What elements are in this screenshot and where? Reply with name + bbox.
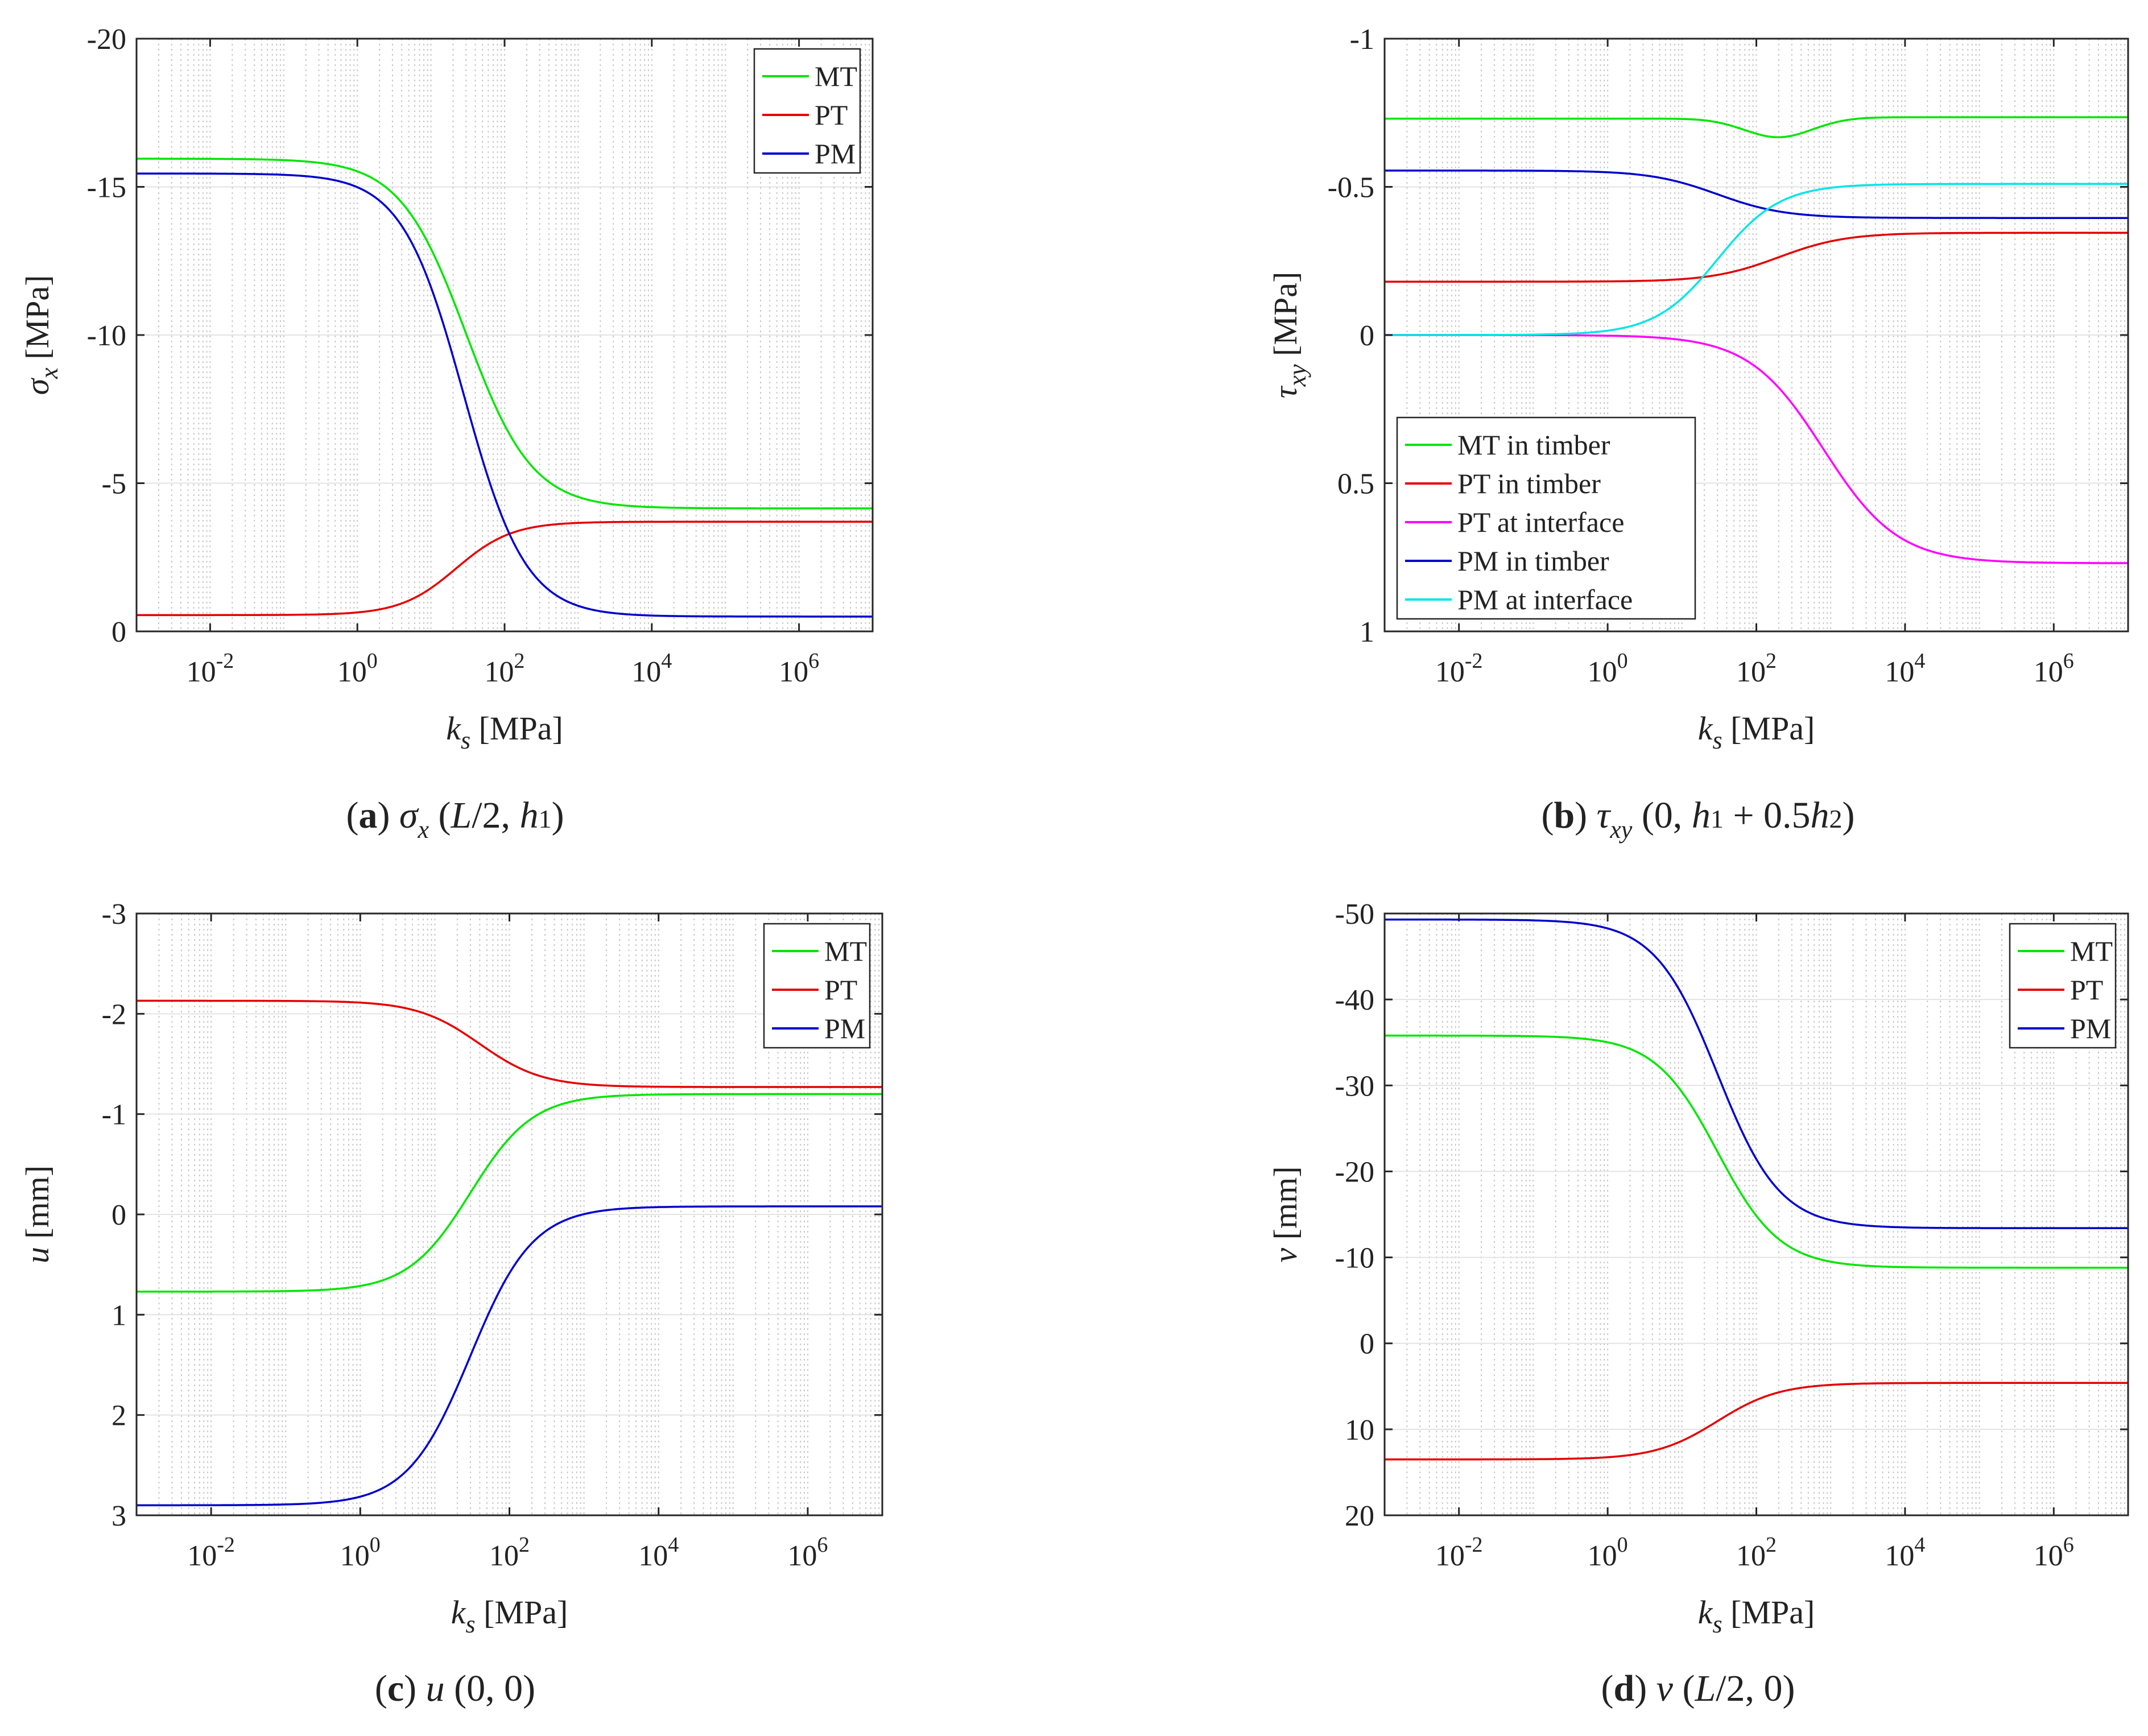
legend: MT in timber PT in timber PT at interface P… [1396, 416, 1696, 620]
y-tick-label: -1 [102, 1099, 126, 1131]
y-tick-label: 20 [1345, 1500, 1374, 1532]
x-tick-label: 100 [337, 649, 378, 688]
y-tick-label: -2 [102, 998, 126, 1031]
panel-caption: (b) τxy (0, h1 + 0.5h2) [1541, 795, 1854, 844]
y-tick-label: 3 [111, 1500, 126, 1532]
panel-d: -50 -40 -30 -20 -10 0 10 20 10-2 100 102 104 106 ks [… [1267, 898, 2129, 1709]
y-tick-label: 0 [111, 616, 126, 648]
series-line-mt [137, 1093, 882, 1293]
x-tick-label: 106 [779, 649, 819, 688]
panel-caption: (d) v (L/2, 0) [1601, 1668, 1795, 1709]
y-tick-label: 0 [111, 1199, 126, 1231]
x-tick-label: 10-2 [187, 1533, 235, 1572]
series-line-pm-in-timber [1385, 170, 2128, 219]
y-axis-label: u [mm] [19, 1165, 56, 1263]
y-tick-label: -40 [1335, 984, 1374, 1016]
legend-label: PT in timber [1457, 468, 1601, 499]
x-axis-label: ks [MPa] [446, 710, 563, 754]
legend: MT PT PM [2009, 923, 2117, 1049]
legend-label: PM [815, 138, 856, 170]
legend-label: MT [2070, 935, 2113, 967]
x-axis-label: ks [MPa] [1698, 1594, 1815, 1638]
series-line-pm [1385, 918, 2128, 1229]
panel-b: -1 -0.5 0 0.5 1 10-2 100 102 104 106 ks [MPa] τxy [… [1267, 23, 2129, 844]
x-tick-label: 100 [1588, 1533, 1628, 1572]
x-tick-label: 106 [787, 1533, 828, 1572]
x-tick-label: 100 [1588, 649, 1628, 688]
x-tick-label: 106 [2034, 1533, 2074, 1572]
y-tick-label: 1 [111, 1299, 126, 1332]
legend-label: PT at interface [1457, 506, 1624, 538]
series-line-pt [1385, 1382, 2128, 1461]
x-tick-label: 10-2 [1435, 1533, 1483, 1572]
legend-label: MT [815, 60, 857, 92]
panel-c: -3 -2 -1 0 1 2 3 10-2 100 102 104 106 ks [MPa] u [mm]… [19, 898, 883, 1709]
series-line-mt [136, 158, 873, 510]
legend-label: MT in timber [1457, 429, 1610, 461]
series-line-pm [136, 172, 873, 618]
x-tick-label: 102 [485, 649, 525, 688]
legend-box [753, 48, 861, 174]
y-tick-label: -0.5 [1328, 172, 1374, 204]
series-line-mt [1385, 1034, 2128, 1269]
legend-box [2009, 923, 2117, 1049]
legend-box [763, 923, 871, 1049]
legend-label: PT [815, 99, 848, 131]
legend: MT PT PM [763, 923, 871, 1049]
x-axis-label: ks [MPa] [451, 1594, 568, 1638]
y-tick-label: -30 [1335, 1070, 1374, 1102]
y-axis-label: v [mm] [1267, 1166, 1304, 1262]
x-tick-label: 102 [1736, 1533, 1777, 1572]
legend-label: PM in timber [1457, 545, 1609, 577]
panel-caption: (a) σx (L/2, h1) [346, 795, 564, 844]
series-line-pt [137, 520, 873, 617]
x-tick-label: 104 [631, 649, 672, 688]
y-tick-label: 10 [1345, 1414, 1374, 1446]
y-tick-label: 1 [1360, 616, 1374, 648]
y-tick-label: -10 [1335, 1242, 1374, 1275]
legend-label: MT [824, 935, 867, 967]
x-tick-label: 102 [489, 1533, 530, 1572]
x-tick-label: 10-2 [1435, 649, 1483, 688]
y-tick-label: -20 [87, 23, 126, 56]
y-tick-label: 2 [111, 1400, 126, 1432]
y-tick-label: -50 [1335, 898, 1374, 931]
y-axis-label: τxy [MPa] [1267, 272, 1311, 399]
x-tick-label: 104 [1885, 1533, 1925, 1572]
y-tick-label: -5 [102, 468, 126, 501]
x-axis-label: ks [MPa] [1698, 710, 1815, 754]
y-tick-label: -10 [87, 320, 126, 352]
x-tick-label: 104 [638, 1533, 679, 1572]
y-tick-label: -1 [1350, 23, 1374, 56]
x-tick-label: 100 [340, 1533, 381, 1572]
panel-a: -20 -15 -10 -5 0 10-2 100 102 104 106 ks [MPa] σx [… [19, 23, 874, 844]
series-line-mt-in-timber [1385, 116, 2128, 138]
y-tick-label: 0 [1360, 1328, 1374, 1361]
y-tick-label: 0 [1360, 320, 1374, 352]
legend: MT PT PM [753, 48, 861, 174]
series-line-pm-at-interface [1385, 183, 2128, 336]
legend-label: PT [824, 974, 857, 1006]
y-tick-label: 0.5 [1337, 468, 1374, 501]
legend-label: PM [2070, 1012, 2111, 1044]
x-tick-label: 104 [1885, 649, 1925, 688]
y-axis-label: σx [MPa] [19, 275, 63, 395]
x-tick-label: 102 [1736, 649, 1777, 688]
panel-caption: (c) u (0, 0) [375, 1668, 535, 1709]
y-tick-label: -3 [102, 898, 126, 931]
x-tick-label: 106 [2034, 649, 2074, 688]
x-tick-label: 10-2 [187, 649, 234, 688]
y-tick-label: -20 [1335, 1156, 1374, 1188]
legend-box [1396, 416, 1696, 620]
series-line-pt [137, 999, 882, 1088]
y-tick-label: -15 [87, 172, 126, 204]
legend-label: PM at interface [1457, 584, 1633, 615]
legend-label: PT [2070, 974, 2103, 1006]
series-line-pm [137, 1205, 882, 1507]
legend-label: PM [824, 1012, 865, 1044]
series-line-pt-in-timber [1385, 232, 2128, 283]
